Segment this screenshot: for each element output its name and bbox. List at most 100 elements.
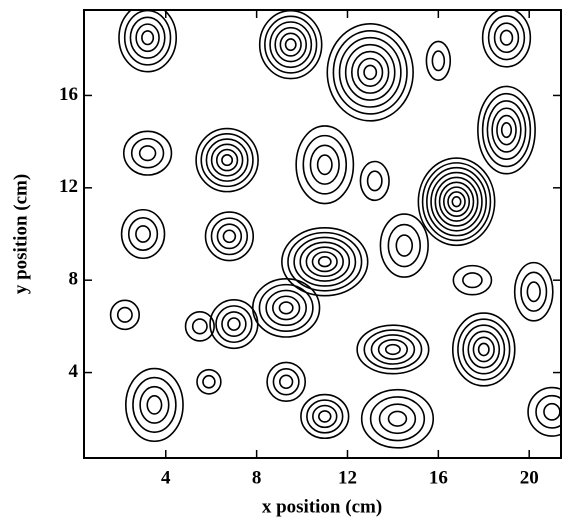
contour-line (274, 26, 308, 63)
contour-line (265, 289, 307, 327)
contour-line (210, 143, 244, 177)
contour-line (258, 283, 314, 332)
contour-line (278, 374, 294, 390)
contour-field (109, 10, 561, 449)
contour-line (191, 318, 208, 335)
contour-line (332, 29, 408, 115)
contour-line (293, 236, 357, 287)
contour-line (258, 10, 323, 80)
contour-line (513, 261, 554, 322)
contour-line (384, 343, 401, 356)
contour-line (462, 324, 506, 375)
contour-line (146, 394, 163, 415)
contour-line (287, 231, 363, 292)
contour-line (363, 64, 378, 81)
contour-line (272, 295, 301, 321)
contour-line (359, 160, 390, 202)
contour-line (535, 394, 561, 429)
x-axis-label: x position (cm) (262, 496, 382, 517)
contour-line (222, 229, 237, 244)
y-tick-label: 16 (59, 84, 78, 105)
contour-line (132, 376, 177, 433)
contour-line (481, 92, 532, 168)
contour-line (210, 217, 249, 256)
contour-line (326, 23, 414, 122)
contour-line (486, 100, 527, 160)
contour-line (434, 176, 479, 227)
contour-line (272, 368, 300, 396)
x-tick-label: 12 (338, 467, 357, 488)
contour-line (520, 271, 548, 312)
contour-line (487, 15, 526, 61)
contour-line (491, 107, 522, 153)
contour-line (216, 223, 243, 250)
contour-line (124, 367, 184, 443)
contour-line (318, 410, 332, 423)
contour-line (279, 32, 302, 57)
contour-line (526, 281, 541, 303)
contour-line (452, 264, 493, 296)
contour-line (467, 330, 501, 369)
contour-line (204, 211, 255, 262)
contour-line (129, 16, 166, 59)
contour-line (123, 10, 172, 66)
contour-line (317, 256, 332, 268)
contour-line (284, 38, 297, 52)
contour-line (127, 217, 159, 251)
contour-line (202, 374, 216, 389)
contour-line (477, 342, 490, 357)
contour-line (264, 15, 318, 74)
contour-line (369, 396, 426, 442)
contour-line (447, 191, 466, 213)
x-tick-label: 8 (252, 467, 262, 488)
contour-line (430, 171, 483, 232)
contour-line (426, 166, 487, 237)
contour-line (205, 138, 249, 182)
contour-line (122, 130, 173, 176)
contour-line (120, 208, 166, 260)
contour-line (493, 22, 520, 54)
contour-line (357, 57, 384, 88)
contour-line (499, 29, 514, 46)
contour-line (306, 399, 344, 434)
contour-line (387, 410, 408, 427)
contour-line (300, 393, 350, 440)
contour-line (281, 226, 369, 297)
contour-line (477, 85, 536, 175)
contour-line (481, 10, 532, 68)
plot-frame (83, 9, 562, 459)
contour-line (311, 251, 338, 273)
contour-line (221, 154, 234, 167)
contour-line (116, 306, 133, 323)
contour-line (378, 403, 417, 435)
contour-line (543, 402, 561, 421)
contour-line (135, 225, 152, 243)
contour-line (215, 305, 253, 344)
contour-line (379, 213, 429, 278)
contour-line (366, 170, 383, 192)
contour-line (351, 50, 390, 94)
contour-line (118, 10, 178, 73)
contour-line (462, 272, 483, 289)
x-tick-label: 16 (429, 467, 448, 488)
contour-line (431, 50, 446, 72)
contour-line (196, 368, 222, 395)
contour-line (316, 154, 333, 176)
contour-line (496, 114, 517, 146)
y-tick-label: 4 (69, 361, 79, 382)
contour-line (472, 336, 495, 363)
contour-line (141, 30, 155, 46)
contour-line (305, 246, 344, 278)
contour-line (500, 122, 513, 139)
contour-line (200, 133, 254, 188)
contour-line (278, 301, 294, 315)
contour-line (387, 223, 421, 268)
contour-line (344, 43, 396, 101)
contour-line (356, 324, 430, 375)
contour-line (227, 317, 241, 331)
contour-line (266, 361, 307, 402)
contour-line (438, 181, 475, 222)
y-tick-label: 12 (59, 176, 78, 197)
contour-line (295, 125, 355, 205)
